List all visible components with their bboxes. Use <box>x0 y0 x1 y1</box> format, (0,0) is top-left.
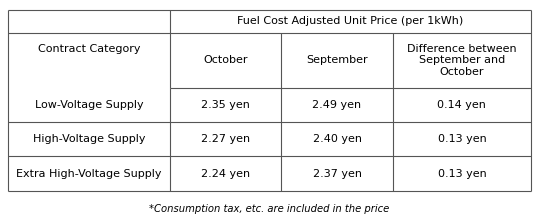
Text: High-Voltage Supply: High-Voltage Supply <box>32 134 145 144</box>
Text: 2.27 yen: 2.27 yen <box>201 134 250 144</box>
Text: Low-Voltage Supply: Low-Voltage Supply <box>34 100 143 110</box>
Text: 0.14 yen: 0.14 yen <box>438 100 486 110</box>
Text: Extra High-Voltage Supply: Extra High-Voltage Supply <box>16 169 162 178</box>
Text: 0.13 yen: 0.13 yen <box>438 134 486 144</box>
Text: *Consumption tax, etc. are included in the price: *Consumption tax, etc. are included in t… <box>149 204 390 213</box>
Text: October: October <box>203 55 248 65</box>
Text: Contract Category: Contract Category <box>38 44 140 54</box>
Text: Difference between
September and
October: Difference between September and October <box>407 43 517 77</box>
Text: 2.49 yen: 2.49 yen <box>313 100 362 110</box>
Text: 2.35 yen: 2.35 yen <box>201 100 250 110</box>
Text: 2.37 yen: 2.37 yen <box>313 169 362 178</box>
Text: 2.24 yen: 2.24 yen <box>201 169 250 178</box>
Text: 0.13 yen: 0.13 yen <box>438 169 486 178</box>
Text: 2.40 yen: 2.40 yen <box>313 134 362 144</box>
Text: Fuel Cost Adjusted Unit Price (per 1kWh): Fuel Cost Adjusted Unit Price (per 1kWh) <box>237 16 464 26</box>
Text: September: September <box>306 55 368 65</box>
